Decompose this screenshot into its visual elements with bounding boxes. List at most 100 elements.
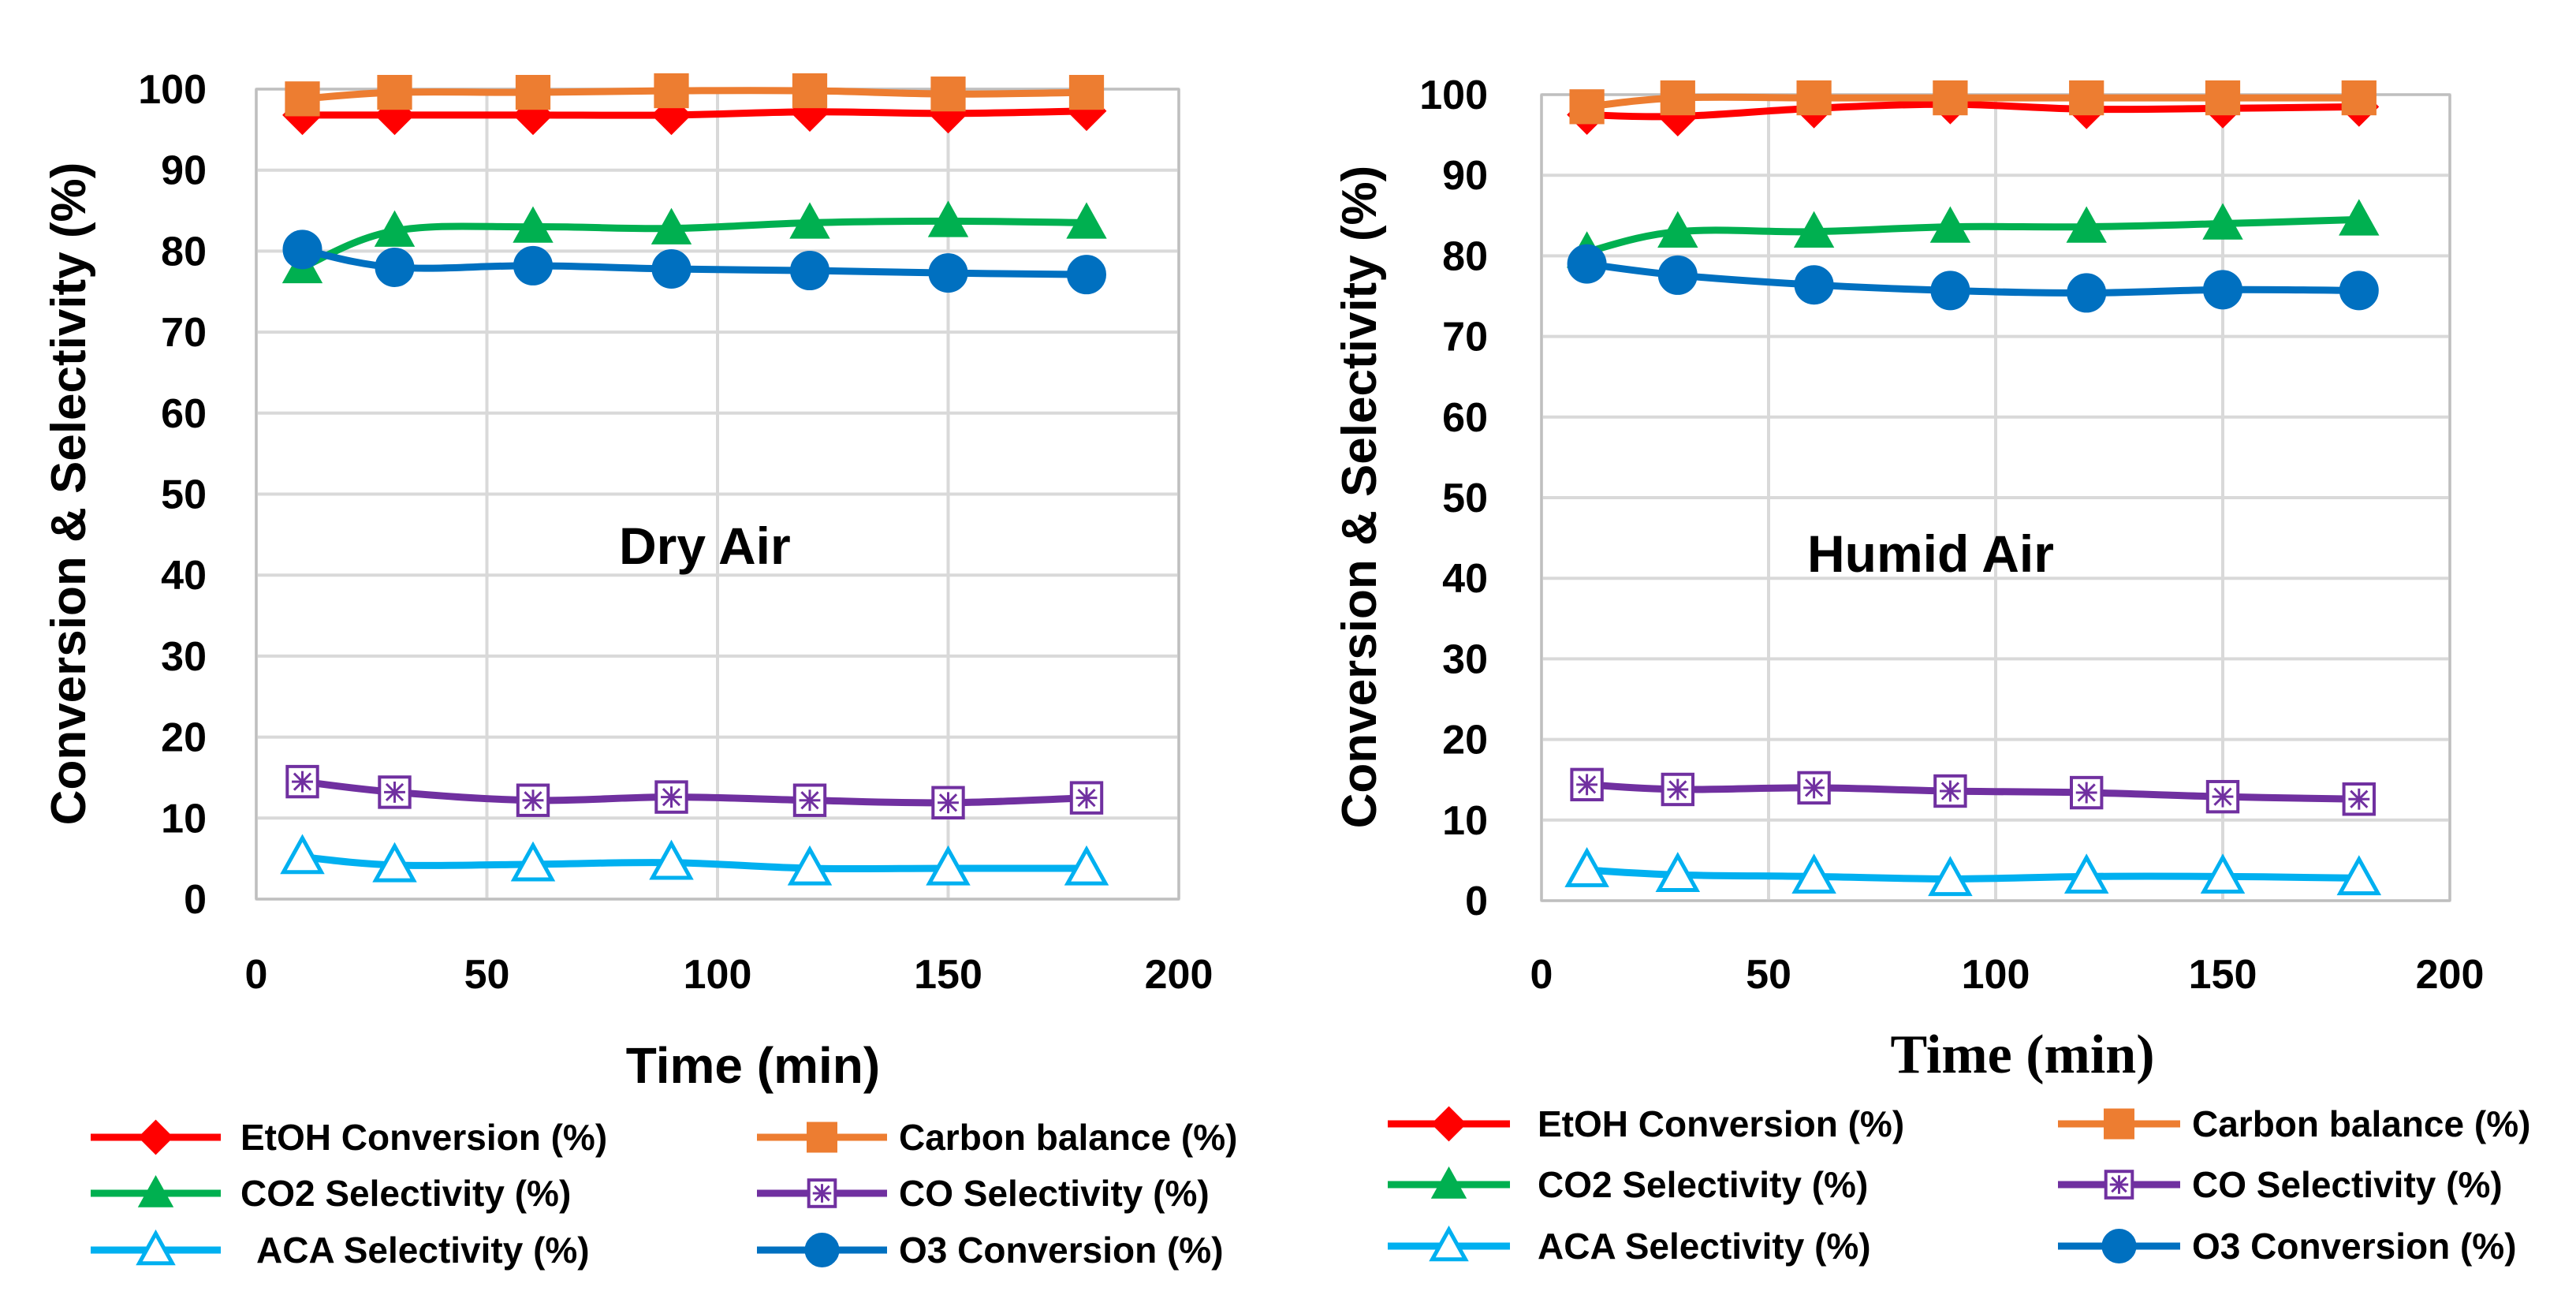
y-tick-label: 30 xyxy=(1442,636,1488,682)
data-point xyxy=(1570,767,1604,802)
y-tick-label: 20 xyxy=(161,715,207,761)
legend-marker xyxy=(807,1122,837,1153)
series-line xyxy=(299,217,1090,271)
data-point xyxy=(2203,270,2242,310)
data-point xyxy=(374,210,416,247)
x-tick-label: 200 xyxy=(1145,952,1213,998)
y-tick-label: 60 xyxy=(1442,395,1488,441)
y-tick-label: 0 xyxy=(1465,879,1488,924)
x-tick-label: 0 xyxy=(1530,952,1553,998)
data-point xyxy=(792,783,827,817)
data-point xyxy=(2069,80,2104,116)
legend-label: Carbon balance (%) xyxy=(899,1117,1237,1158)
chart-humid-air: 0 10 20 30 40 50 60 70 80 90 100 0 50 100 150 200 Conver… xyxy=(1333,73,2530,1267)
x-tick-label: 150 xyxy=(914,952,982,998)
data-point xyxy=(1066,202,1107,239)
data-point xyxy=(1929,206,1971,243)
data-point xyxy=(789,202,830,239)
data-point xyxy=(2202,203,2243,240)
legend-marker xyxy=(2101,1229,2137,1263)
series-line xyxy=(299,853,1090,873)
y-tick-label: 50 xyxy=(1442,476,1488,521)
x-tick-label: 0 xyxy=(245,952,268,998)
y-tick-label: 100 xyxy=(1419,73,1488,118)
data-point xyxy=(1933,80,1968,116)
x-tick-label: 50 xyxy=(1746,952,1791,998)
data-point xyxy=(649,839,694,880)
data-point xyxy=(931,786,965,819)
data-point xyxy=(372,842,417,883)
x-tick-label: 100 xyxy=(1962,952,2030,998)
y-tick-label: 80 xyxy=(1442,233,1488,279)
data-point xyxy=(1564,847,1609,887)
series-line xyxy=(1583,781,2363,803)
series-aca-selectivity xyxy=(1564,847,2382,897)
series-o3-conversion xyxy=(282,230,1106,295)
y-tick-label: 10 xyxy=(1442,798,1488,844)
y-tick-label: 0 xyxy=(184,877,207,923)
data-point xyxy=(2200,853,2246,894)
data-point xyxy=(1797,771,1831,805)
legend: EtOH Conversion (%) Carbon balance (%) CO2… xyxy=(1388,1103,2530,1267)
data-point xyxy=(516,783,550,817)
data-point xyxy=(926,845,971,886)
data-point xyxy=(2336,855,2382,896)
x-axis-ticks: 0 50 100 150 200 xyxy=(245,952,1213,998)
data-point xyxy=(651,207,692,244)
y-tick-label: 70 xyxy=(161,310,207,356)
series-co2-selectivity xyxy=(281,200,1107,284)
legend-marker xyxy=(1429,1225,1469,1262)
legend-item-co2-selectivity: CO2 Selectivity (%) xyxy=(91,1173,571,1214)
y-tick-label: 80 xyxy=(161,229,207,274)
data-point xyxy=(787,845,833,886)
legend-item-carbon-balance: Carbon balance (%) xyxy=(2058,1103,2530,1144)
data-point xyxy=(2205,80,2241,116)
y-tick-label: 90 xyxy=(1442,153,1488,199)
data-point xyxy=(792,73,828,109)
x-axis-label: Time (min) xyxy=(626,1037,880,1094)
chart-dry-air: 0 10 20 30 40 50 60 70 80 90 100 0 50 100 150 200 Conver… xyxy=(42,67,1237,1271)
legend-item-co2-selectivity: CO2 Selectivity (%) xyxy=(1388,1164,1868,1205)
data-point xyxy=(2067,273,2107,313)
data-point xyxy=(515,74,551,110)
series-co-selectivity xyxy=(1570,767,2377,816)
data-point xyxy=(1657,255,1698,295)
data-point xyxy=(790,251,829,291)
data-point xyxy=(1069,781,1104,815)
legend-label: O3 Conversion (%) xyxy=(899,1230,1224,1271)
legend-item-aca-selectivity: ACA Selectivity (%) xyxy=(1388,1225,1871,1267)
y-axis-ticks: 0 10 20 30 40 50 60 70 80 90 100 xyxy=(138,67,207,923)
data-point xyxy=(1661,772,1695,807)
data-point xyxy=(1791,853,1836,894)
data-point xyxy=(1660,80,1695,116)
data-point xyxy=(654,73,689,109)
legend-item-co-selectivity: CO Selectivity (%) xyxy=(757,1173,1210,1214)
series-line xyxy=(1583,866,2363,883)
legend-marker xyxy=(2104,1170,2134,1200)
legend-item-aca-selectivity: ACA Selectivity (%) xyxy=(91,1229,590,1271)
legend-marker xyxy=(804,1233,840,1267)
series-line xyxy=(1583,100,2363,121)
data-point xyxy=(1796,80,1832,116)
data-point xyxy=(2063,853,2109,894)
y-tick-label: 50 xyxy=(161,472,207,518)
legend-label: Carbon balance (%) xyxy=(2192,1103,2530,1144)
data-point xyxy=(1064,845,1109,886)
x-axis-label: Time (min) xyxy=(1890,1024,2154,1085)
x-tick-label: 50 xyxy=(464,952,510,998)
legend-item-o3-conversion: O3 Conversion (%) xyxy=(2058,1226,2517,1267)
y-tick-label: 70 xyxy=(1442,315,1488,360)
legend-label: CO Selectivity (%) xyxy=(2192,1164,2503,1205)
data-point xyxy=(654,780,688,814)
data-point xyxy=(1569,89,1605,125)
y-tick-label: 20 xyxy=(1442,718,1488,763)
legend-label: CO2 Selectivity (%) xyxy=(1538,1164,1868,1205)
series-co2-selectivity xyxy=(1566,199,2380,268)
data-point xyxy=(285,764,319,799)
legend-item-o3-conversion: O3 Conversion (%) xyxy=(757,1230,1224,1271)
legend-label: CO2 Selectivity (%) xyxy=(240,1173,571,1214)
data-point xyxy=(285,81,320,117)
series-carbon-balance xyxy=(285,73,1105,117)
chart-annotation: Dry Air xyxy=(619,517,791,575)
